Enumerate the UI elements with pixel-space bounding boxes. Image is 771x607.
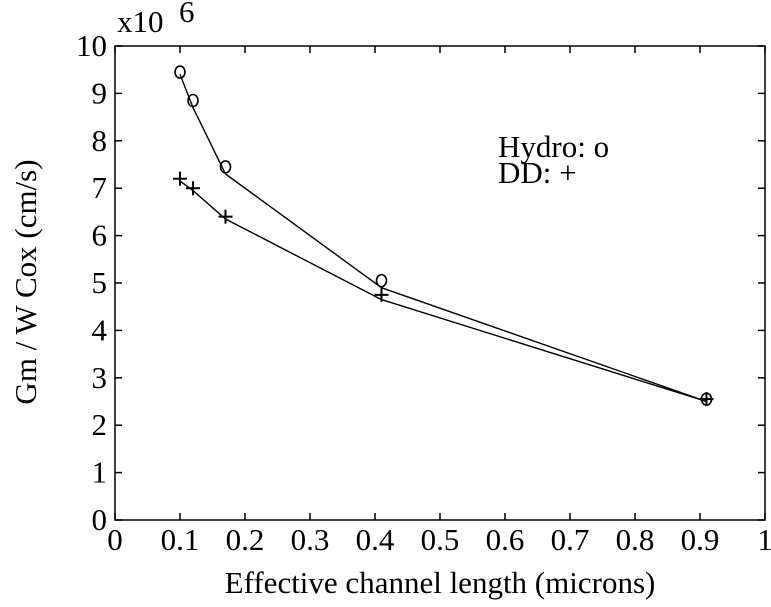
y-tick-label: 6 <box>92 218 108 253</box>
y-tick-label: 10 <box>76 28 107 63</box>
x-tick-label: 1 <box>757 522 771 557</box>
x-tick-label: 0 <box>107 522 123 557</box>
y-tick-label: 7 <box>92 170 108 205</box>
data-point-hydro <box>174 65 186 79</box>
data-point-dd <box>186 181 200 196</box>
y-multiplier-label: x10 <box>117 4 164 39</box>
data-point-hydro <box>375 273 388 288</box>
x-axis-title: Effective channel length (microns) <box>225 565 656 600</box>
x-tick-label: 0.5 <box>421 522 460 557</box>
y-tick-label: 8 <box>92 123 108 158</box>
plot-frame <box>114 45 766 521</box>
x-tick-label: 0.4 <box>356 522 395 557</box>
legend-entry-hydro: Hydro: o <box>498 129 609 164</box>
x-tick-label: 0.6 <box>486 522 525 557</box>
series-layer <box>173 65 714 407</box>
data-point-dd <box>699 392 714 407</box>
x-tick-label: 0.7 <box>551 522 590 557</box>
x-tick-label: 0.3 <box>291 522 330 557</box>
series-line-hydro <box>179 74 707 403</box>
data-point-dd <box>173 171 187 186</box>
y-tick-label: 5 <box>92 265 108 300</box>
data-point-dd <box>218 209 233 224</box>
y-tick-label: 1 <box>92 455 108 490</box>
x-tick-label: 0.1 <box>161 522 200 557</box>
y-tick-label: 2 <box>92 407 108 442</box>
y-tick-label: 4 <box>92 312 108 347</box>
y-tick-label: 9 <box>92 75 108 110</box>
x-tick-label: 0.8 <box>616 522 655 557</box>
y-axis-ticks: 0 1 2 3 4 5 6 7 8 9 10 <box>76 28 765 537</box>
data-point-hydro <box>187 93 199 108</box>
data-point-hydro <box>219 160 232 174</box>
legend-entry-dd: DD: + <box>498 155 577 190</box>
x-tick-label: 0.9 <box>681 522 720 557</box>
x-tick-label: 0.2 <box>226 522 265 557</box>
series-line-dd <box>179 180 707 403</box>
y-tick-label: 3 <box>92 360 108 395</box>
x-axis-ticks: 0 0.1 0.2 0.3 0.4 0.5 0.6 0.7 0.8 0.9 1 <box>107 46 771 557</box>
y-multiplier-exponent: 6 <box>179 0 195 29</box>
y-tick-label: 0 <box>92 502 108 537</box>
y-axis-title: Gm / W Cox (cm/s) <box>8 159 43 404</box>
data-point-dd <box>374 287 389 302</box>
